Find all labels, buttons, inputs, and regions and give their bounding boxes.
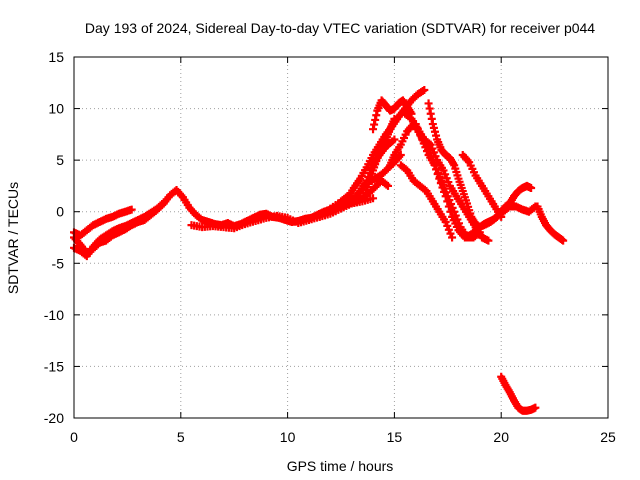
y-tick-label: -20 [44,410,64,426]
y-tick-label: -10 [44,307,64,323]
data-point [369,194,378,203]
series-arc-17 [497,372,540,415]
y-tick-label: 5 [56,152,64,168]
data-point [531,403,540,412]
x-tick-label: 25 [600,429,616,445]
y-tick-label: 10 [48,101,64,117]
series-arc-2 [70,198,168,261]
data-point [127,205,136,214]
y-tick-label: 15 [48,49,64,65]
series-arc-16 [533,202,568,245]
y-tick-label: -15 [44,358,64,374]
x-tick-label: 20 [493,429,509,445]
series-arc-9 [369,96,416,134]
data-point [383,181,392,190]
x-axis-title: GPS time / hours [287,458,394,474]
y-tick-label: -5 [52,255,65,271]
x-tick-label: 10 [280,429,296,445]
x-tick-label: 5 [177,429,185,445]
data-points [70,86,568,415]
data-point [448,233,457,242]
chart-title: Day 193 of 2024, Sidereal Day-to-day VTE… [85,20,595,36]
y-axis-title: SDTVAR / TECUs [5,182,21,294]
data-point [159,198,168,207]
data-point [497,212,506,221]
data-point [390,135,399,144]
series-arc-15 [458,150,506,221]
ticks: 0 5 10 15 20 25 -20 -15 -10 -5 0 5 10 15 [44,49,616,445]
series-arc-8 [360,114,399,201]
data-point [559,236,568,245]
data-point [420,86,429,95]
series-arc-3 [70,205,136,240]
plot-border [73,56,609,419]
data-point [484,236,493,245]
y-tick-label: 0 [56,204,64,220]
series-arc-13 [411,120,484,242]
x-tick-label: 0 [70,429,78,445]
grid [74,57,608,418]
data-point [390,114,399,123]
x-tick-label: 15 [387,429,403,445]
data-point [527,183,536,192]
series-arc-14 [424,99,536,232]
series-arc-11 [396,161,457,242]
